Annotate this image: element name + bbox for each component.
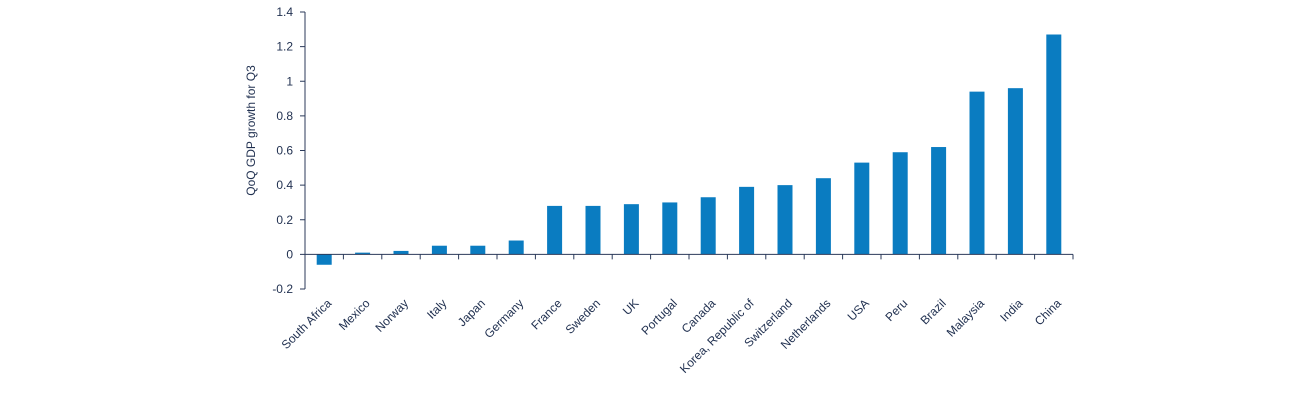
bar — [470, 245, 486, 255]
y-tick-label: 0.4 — [276, 178, 293, 192]
bar — [931, 147, 947, 255]
bar — [508, 240, 524, 255]
bar — [700, 197, 716, 255]
x-tick-label: Italy — [424, 296, 449, 321]
bar — [969, 91, 985, 255]
bar — [662, 202, 678, 255]
x-tick-label: South Africa — [279, 296, 335, 352]
bar — [892, 152, 908, 255]
y-tick-label: 0.6 — [276, 144, 293, 158]
bar — [815, 178, 831, 255]
x-tick-label: Norway — [372, 296, 411, 335]
x-tick-label: Sweden — [563, 296, 604, 337]
y-tick-label: 0 — [286, 247, 293, 261]
y-tick-label: 0.8 — [276, 109, 293, 123]
x-axis: South Africa Mexico Norway Italy JapanGerman… — [279, 253, 1074, 376]
x-tick-label: Japan — [455, 296, 488, 329]
x-tick-label: France — [528, 296, 565, 333]
x-tick-label: Germany — [482, 296, 527, 341]
y-axis: 1.4 1.2 1 0.8 0.6 0.4 0.2 0 -0.2 — [272, 5, 306, 296]
bar — [777, 185, 793, 255]
bar — [431, 245, 447, 255]
x-tick-label: Malaysia — [944, 296, 988, 340]
y-axis-title: QoQ GDP growth for Q3 — [244, 65, 258, 196]
bar — [316, 254, 332, 265]
bars — [316, 34, 1062, 265]
bar — [585, 205, 601, 255]
y-tick-label: 1.2 — [276, 40, 293, 54]
bar — [739, 186, 755, 255]
y-tick-label: 1 — [286, 74, 293, 88]
y-tick-label: -0.2 — [272, 282, 293, 296]
bar — [547, 205, 563, 255]
x-tick-label: Mexico — [336, 296, 373, 333]
x-tick-label: USA — [845, 296, 872, 323]
x-tick-label: Peru — [882, 296, 910, 324]
bar — [854, 162, 870, 255]
bar — [623, 204, 639, 255]
x-tick-label: UK — [620, 296, 642, 318]
x-tick-label: India — [997, 296, 1026, 325]
bar — [1046, 34, 1062, 255]
bar — [1007, 88, 1023, 255]
x-tick-label: China — [1032, 296, 1064, 328]
y-tick-label: 1.4 — [276, 5, 293, 19]
bar — [355, 252, 371, 255]
bar — [393, 250, 409, 255]
x-tick-label: Portugal — [638, 296, 680, 338]
x-tick-label: Brazil — [918, 296, 949, 327]
y-tick-label: 0.2 — [276, 213, 293, 227]
